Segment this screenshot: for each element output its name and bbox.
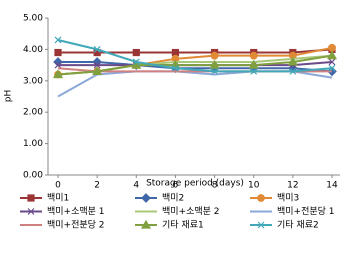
x-tick-label: 12 — [287, 181, 298, 191]
legend-label: 백미+소맥분 1 — [47, 206, 105, 217]
point — [171, 48, 180, 57]
point — [92, 66, 103, 75]
point — [132, 58, 140, 66]
legend-label: 백미+전분당 2 — [47, 220, 105, 231]
legend-label: 백미+소맥분 2 — [162, 206, 220, 217]
point — [250, 67, 258, 75]
x-tick-label: 0 — [55, 181, 61, 191]
y-tick-label: 3.00 — [23, 76, 43, 86]
legend-label: 백미1 — [47, 193, 69, 204]
y-axis-label: pH — [4, 90, 14, 102]
x-tick-label: 14 — [326, 181, 338, 191]
y-tick-label: 1.00 — [23, 139, 43, 149]
point — [328, 64, 336, 72]
y-tick-label: 2.00 — [23, 108, 43, 118]
legend-marker — [257, 221, 265, 229]
point — [328, 58, 336, 66]
point — [326, 50, 338, 60]
legend-marker — [257, 194, 265, 202]
point — [287, 56, 298, 66]
point — [52, 69, 64, 79]
series-line — [57, 70, 333, 98]
legend-marker — [27, 208, 35, 215]
point — [172, 64, 179, 72]
legend-marker — [27, 194, 35, 202]
legend-label: 백미+전분당 1 — [277, 206, 335, 217]
x-tick-label: 8 — [212, 181, 218, 191]
point — [132, 48, 140, 57]
legend-label: 기타 재료1 — [162, 220, 204, 231]
point — [54, 36, 62, 44]
series-line — [57, 54, 333, 76]
y-tick-label: 5.00 — [23, 14, 43, 24]
legend-marker — [140, 219, 152, 229]
legend-label: 백미2 — [162, 193, 184, 204]
series-line — [57, 39, 333, 73]
point — [93, 45, 101, 53]
y-tick-label: 0.00 — [23, 171, 43, 181]
point — [248, 59, 259, 69]
x-tick-label: 4 — [133, 181, 139, 191]
legend-label: 기타 재료2 — [277, 220, 319, 231]
point — [328, 43, 336, 52]
x-axis-label: Storage period (days) — [146, 179, 244, 189]
point — [54, 61, 62, 69]
x-tick-label: 2 — [94, 181, 100, 191]
x-tick-label: 6 — [173, 181, 179, 191]
legend-label: 백미3 — [277, 193, 299, 204]
point — [211, 67, 218, 75]
series-line — [58, 60, 333, 73]
point — [209, 59, 220, 69]
point — [93, 61, 101, 69]
legend-marker — [141, 193, 151, 203]
point — [249, 51, 258, 60]
point — [289, 67, 297, 75]
point — [54, 48, 62, 57]
point — [210, 51, 219, 60]
y-tick-label: 4.00 — [23, 45, 43, 55]
x-tick-label: 10 — [248, 181, 260, 191]
